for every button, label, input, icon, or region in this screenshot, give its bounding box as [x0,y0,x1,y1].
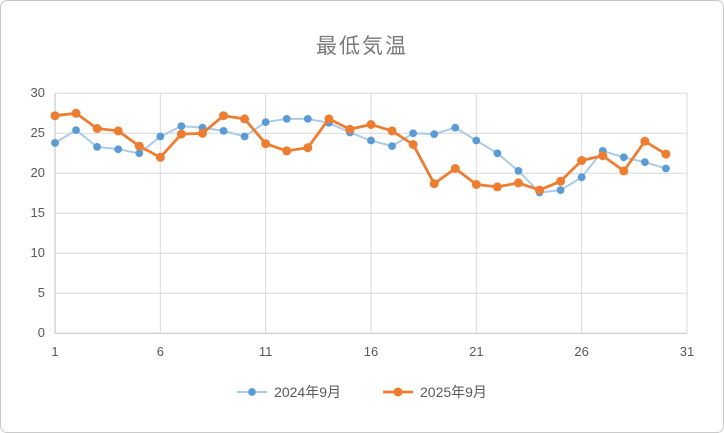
data-point-marker [240,132,249,141]
y-axis-tick-label: 30 [30,85,45,101]
x-axis-tick-label: 26 [574,344,589,359]
data-point-marker [598,151,608,161]
data-point-marker [471,180,481,189]
data-point-marker [514,167,523,175]
data-point-marker [619,166,629,176]
data-point-marker [303,143,313,153]
data-point-marker [282,146,292,156]
data-point-marker [324,114,334,124]
data-point-marker [640,158,649,167]
data-point-marker [51,139,59,147]
data-point-marker [430,130,439,139]
data-point-marker [513,178,523,188]
series-line-2024年9月 [54,117,667,194]
data-point-marker [661,149,671,159]
y-axis-tick-label: 15 [30,205,45,221]
data-point-marker [219,111,229,121]
data-point-marker [303,115,312,123]
legend-series-marker-icon [383,387,413,397]
data-point-marker [219,126,228,135]
data-point-marker [640,136,650,146]
y-axis-tick-label: 0 [37,325,45,341]
data-point-marker [450,164,460,173]
data-point-marker [155,152,165,162]
data-point-marker [408,140,418,149]
data-point-marker [577,156,587,165]
data-point-marker [156,132,165,141]
data-point-marker [72,126,80,134]
y-axis-tick-label: 20 [30,165,45,181]
data-point-marker [367,136,375,145]
x-axis-tick-label: 16 [363,344,379,359]
data-point-marker [451,123,460,132]
y-axis-tick-label: 10 [30,245,45,261]
data-point-marker [282,115,291,123]
series-line-2025年9月 [53,111,668,192]
data-point-marker [535,185,545,195]
data-point-marker [556,176,566,186]
data-point-marker [71,108,81,118]
data-point-marker [134,141,144,151]
data-point-marker [388,142,396,151]
data-point-marker [619,153,628,162]
chart-title: 最低気温 [316,35,408,58]
data-point-marker [577,173,586,182]
data-point-marker [429,179,439,189]
data-point-marker [409,129,418,138]
data-point-marker [261,118,270,126]
data-point-marker [472,136,481,145]
data-point-marker [114,145,123,154]
data-point-marker [93,143,102,151]
data-point-marker [240,114,250,124]
legend-label: 2024年9月 [274,384,341,400]
data-point-marker [197,128,207,138]
legend-item-2025年9月[interactable]: 2025年9月 [383,382,487,402]
y-axis-tick-label: 5 [37,285,45,301]
legend-series-marker-icon [237,388,268,396]
legend-item-2024年9月[interactable]: 2024年9月 [237,382,341,402]
data-point-marker [366,120,376,129]
data-point-marker [113,126,123,136]
legend: 2024年9月 2025年9月 [1,382,723,402]
x-axis-tick-label: 11 [258,344,273,359]
data-point-marker [345,124,355,134]
x-axis-tick-label: 31 [679,344,695,359]
data-point-marker [387,126,397,136]
x-axis-tick-label: 21 [469,344,484,359]
data-point-marker [50,111,60,121]
data-point-marker [261,139,271,149]
data-point-marker [662,164,670,173]
x-axis-tick-label: 6 [156,344,164,359]
x-axis-tick-label: 1 [51,344,59,359]
data-point-marker [135,149,144,158]
data-point-marker [176,129,186,139]
data-point-marker [556,186,565,195]
data-point-marker [177,122,186,130]
data-point-marker [92,124,102,133]
data-point-marker [493,149,502,158]
legend-label: 2025年9月 [420,384,487,400]
data-point-marker [492,182,502,192]
y-axis-tick-label: 25 [30,125,45,141]
